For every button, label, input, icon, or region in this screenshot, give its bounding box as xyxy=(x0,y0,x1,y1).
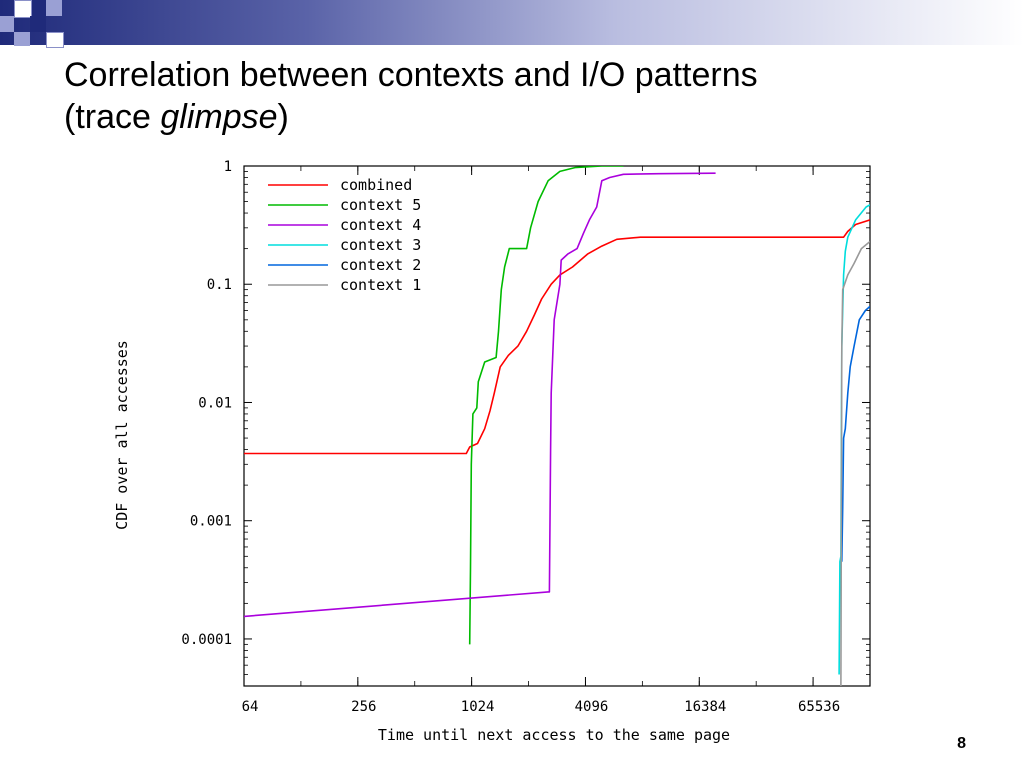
y-axis-label: CDF over all accesses xyxy=(113,340,131,530)
decor-square xyxy=(30,16,46,32)
legend-label: context 4 xyxy=(340,216,421,234)
legend-label: context 3 xyxy=(340,236,421,254)
decor-square xyxy=(0,16,14,32)
decor-square xyxy=(14,0,32,18)
series-line-context-1 xyxy=(840,240,870,686)
series-line-context-3 xyxy=(838,204,870,675)
legend-label: context 5 xyxy=(340,196,421,214)
title-line-2-prefix: (trace xyxy=(64,98,161,136)
x-tick-label: 256 xyxy=(351,699,376,715)
title-line-2-italic: glimpse xyxy=(160,98,278,136)
decor-square xyxy=(46,32,64,48)
x-tick-label: 4096 xyxy=(575,699,609,715)
title-line-1: Correlation between contexts and I/O pat… xyxy=(64,56,758,94)
legend-label: context 2 xyxy=(340,256,421,274)
plot-frame xyxy=(243,165,871,687)
series-group xyxy=(244,166,870,686)
x-axis-label: Time until next access to the same page xyxy=(378,726,730,744)
title-line-2-suffix: ) xyxy=(277,98,289,136)
decor-square xyxy=(14,32,30,46)
decor-square xyxy=(30,0,46,16)
y-tick-label: 0.001 xyxy=(190,514,232,530)
series-line-combined xyxy=(244,219,870,455)
series-line-context-2 xyxy=(841,305,870,562)
header-band xyxy=(0,0,1024,45)
page-number: 8 xyxy=(957,735,966,752)
decor-square xyxy=(46,0,62,16)
x-tick-label: 1024 xyxy=(461,699,495,715)
x-tick-label: 65536 xyxy=(798,699,840,715)
slide-title: Correlation between contexts and I/O pat… xyxy=(64,54,964,138)
x-tick-label: 16384 xyxy=(684,699,726,715)
y-tick-label: 1 xyxy=(224,159,232,175)
series-line-context-5 xyxy=(468,166,624,645)
series-line-context-4 xyxy=(244,172,716,618)
legend-label: combined xyxy=(340,176,412,194)
legend-label: context 1 xyxy=(340,276,421,294)
y-tick-label: 0.01 xyxy=(198,395,232,411)
y-tick-label: 0.0001 xyxy=(181,632,232,648)
y-tick-label: 0.1 xyxy=(207,277,232,293)
x-tick-label: 64 xyxy=(242,699,259,715)
